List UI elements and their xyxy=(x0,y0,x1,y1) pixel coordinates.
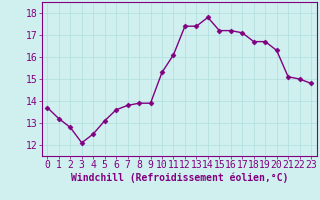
X-axis label: Windchill (Refroidissement éolien,°C): Windchill (Refroidissement éolien,°C) xyxy=(70,173,288,183)
